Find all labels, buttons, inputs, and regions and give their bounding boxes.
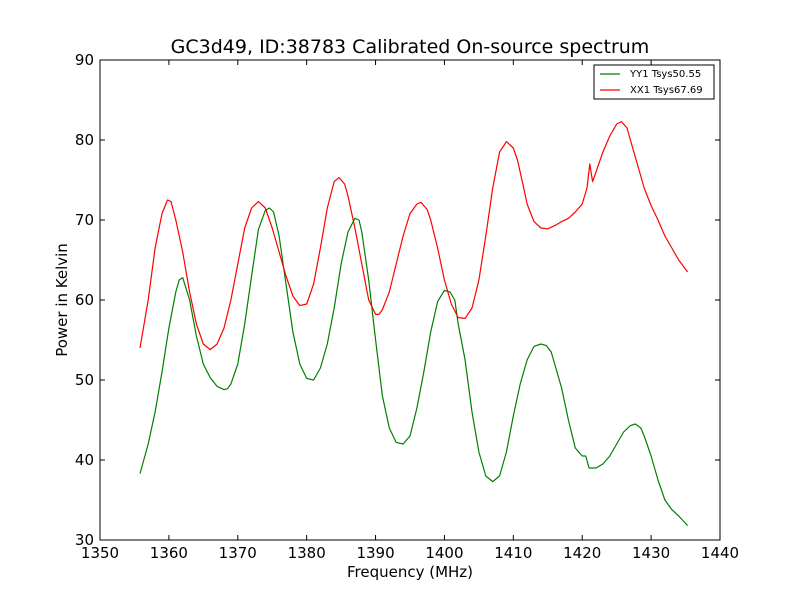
x-tick-label: 1430 xyxy=(632,544,670,562)
legend: YY1 Tsys50.55 XX1 Tsys67.69 xyxy=(593,64,715,100)
x-tick-label: 1370 xyxy=(219,544,257,562)
y-tick-label: 80 xyxy=(75,131,94,149)
legend-label-yy1: YY1 Tsys50.55 xyxy=(629,69,701,80)
x-tick-label: 1420 xyxy=(563,544,601,562)
chart-title: GC3d49, ID:38783 Calibrated On-source sp… xyxy=(171,36,650,58)
x-tick-label: 1400 xyxy=(425,544,463,562)
series-layer xyxy=(139,120,689,527)
series-line-yy1 xyxy=(139,207,689,527)
x-tick-label: 1390 xyxy=(356,544,394,562)
x-tick-label: 1440 xyxy=(701,544,739,562)
y-tick-label: 50 xyxy=(75,371,94,389)
y-tick-label: 60 xyxy=(75,291,94,309)
x-tick-label: 1350 xyxy=(81,544,119,562)
y-tick-label: 30 xyxy=(75,531,94,549)
legend-label-xx1: XX1 Tsys67.69 xyxy=(630,85,703,96)
x-axis-label: Frequency (MHz) xyxy=(347,563,473,581)
x-tick-label: 1380 xyxy=(288,544,326,562)
x-tick-label: 1410 xyxy=(494,544,532,562)
y-tick-label: 40 xyxy=(75,451,94,469)
x-axis: 1350 1360 1370 1380 1390 1400 1410 1420 1430 1440 xyxy=(81,60,739,562)
y-axis: 30 40 50 60 70 80 90 xyxy=(75,51,720,549)
x-tick-label: 1360 xyxy=(150,544,188,562)
series-line-xx1 xyxy=(139,120,689,351)
y-axis-label: Power in Kelvin xyxy=(53,243,71,357)
legend-box xyxy=(593,64,715,100)
y-tick-label: 70 xyxy=(75,211,94,229)
y-tick-label: 90 xyxy=(75,51,94,69)
plot-area xyxy=(99,59,721,541)
